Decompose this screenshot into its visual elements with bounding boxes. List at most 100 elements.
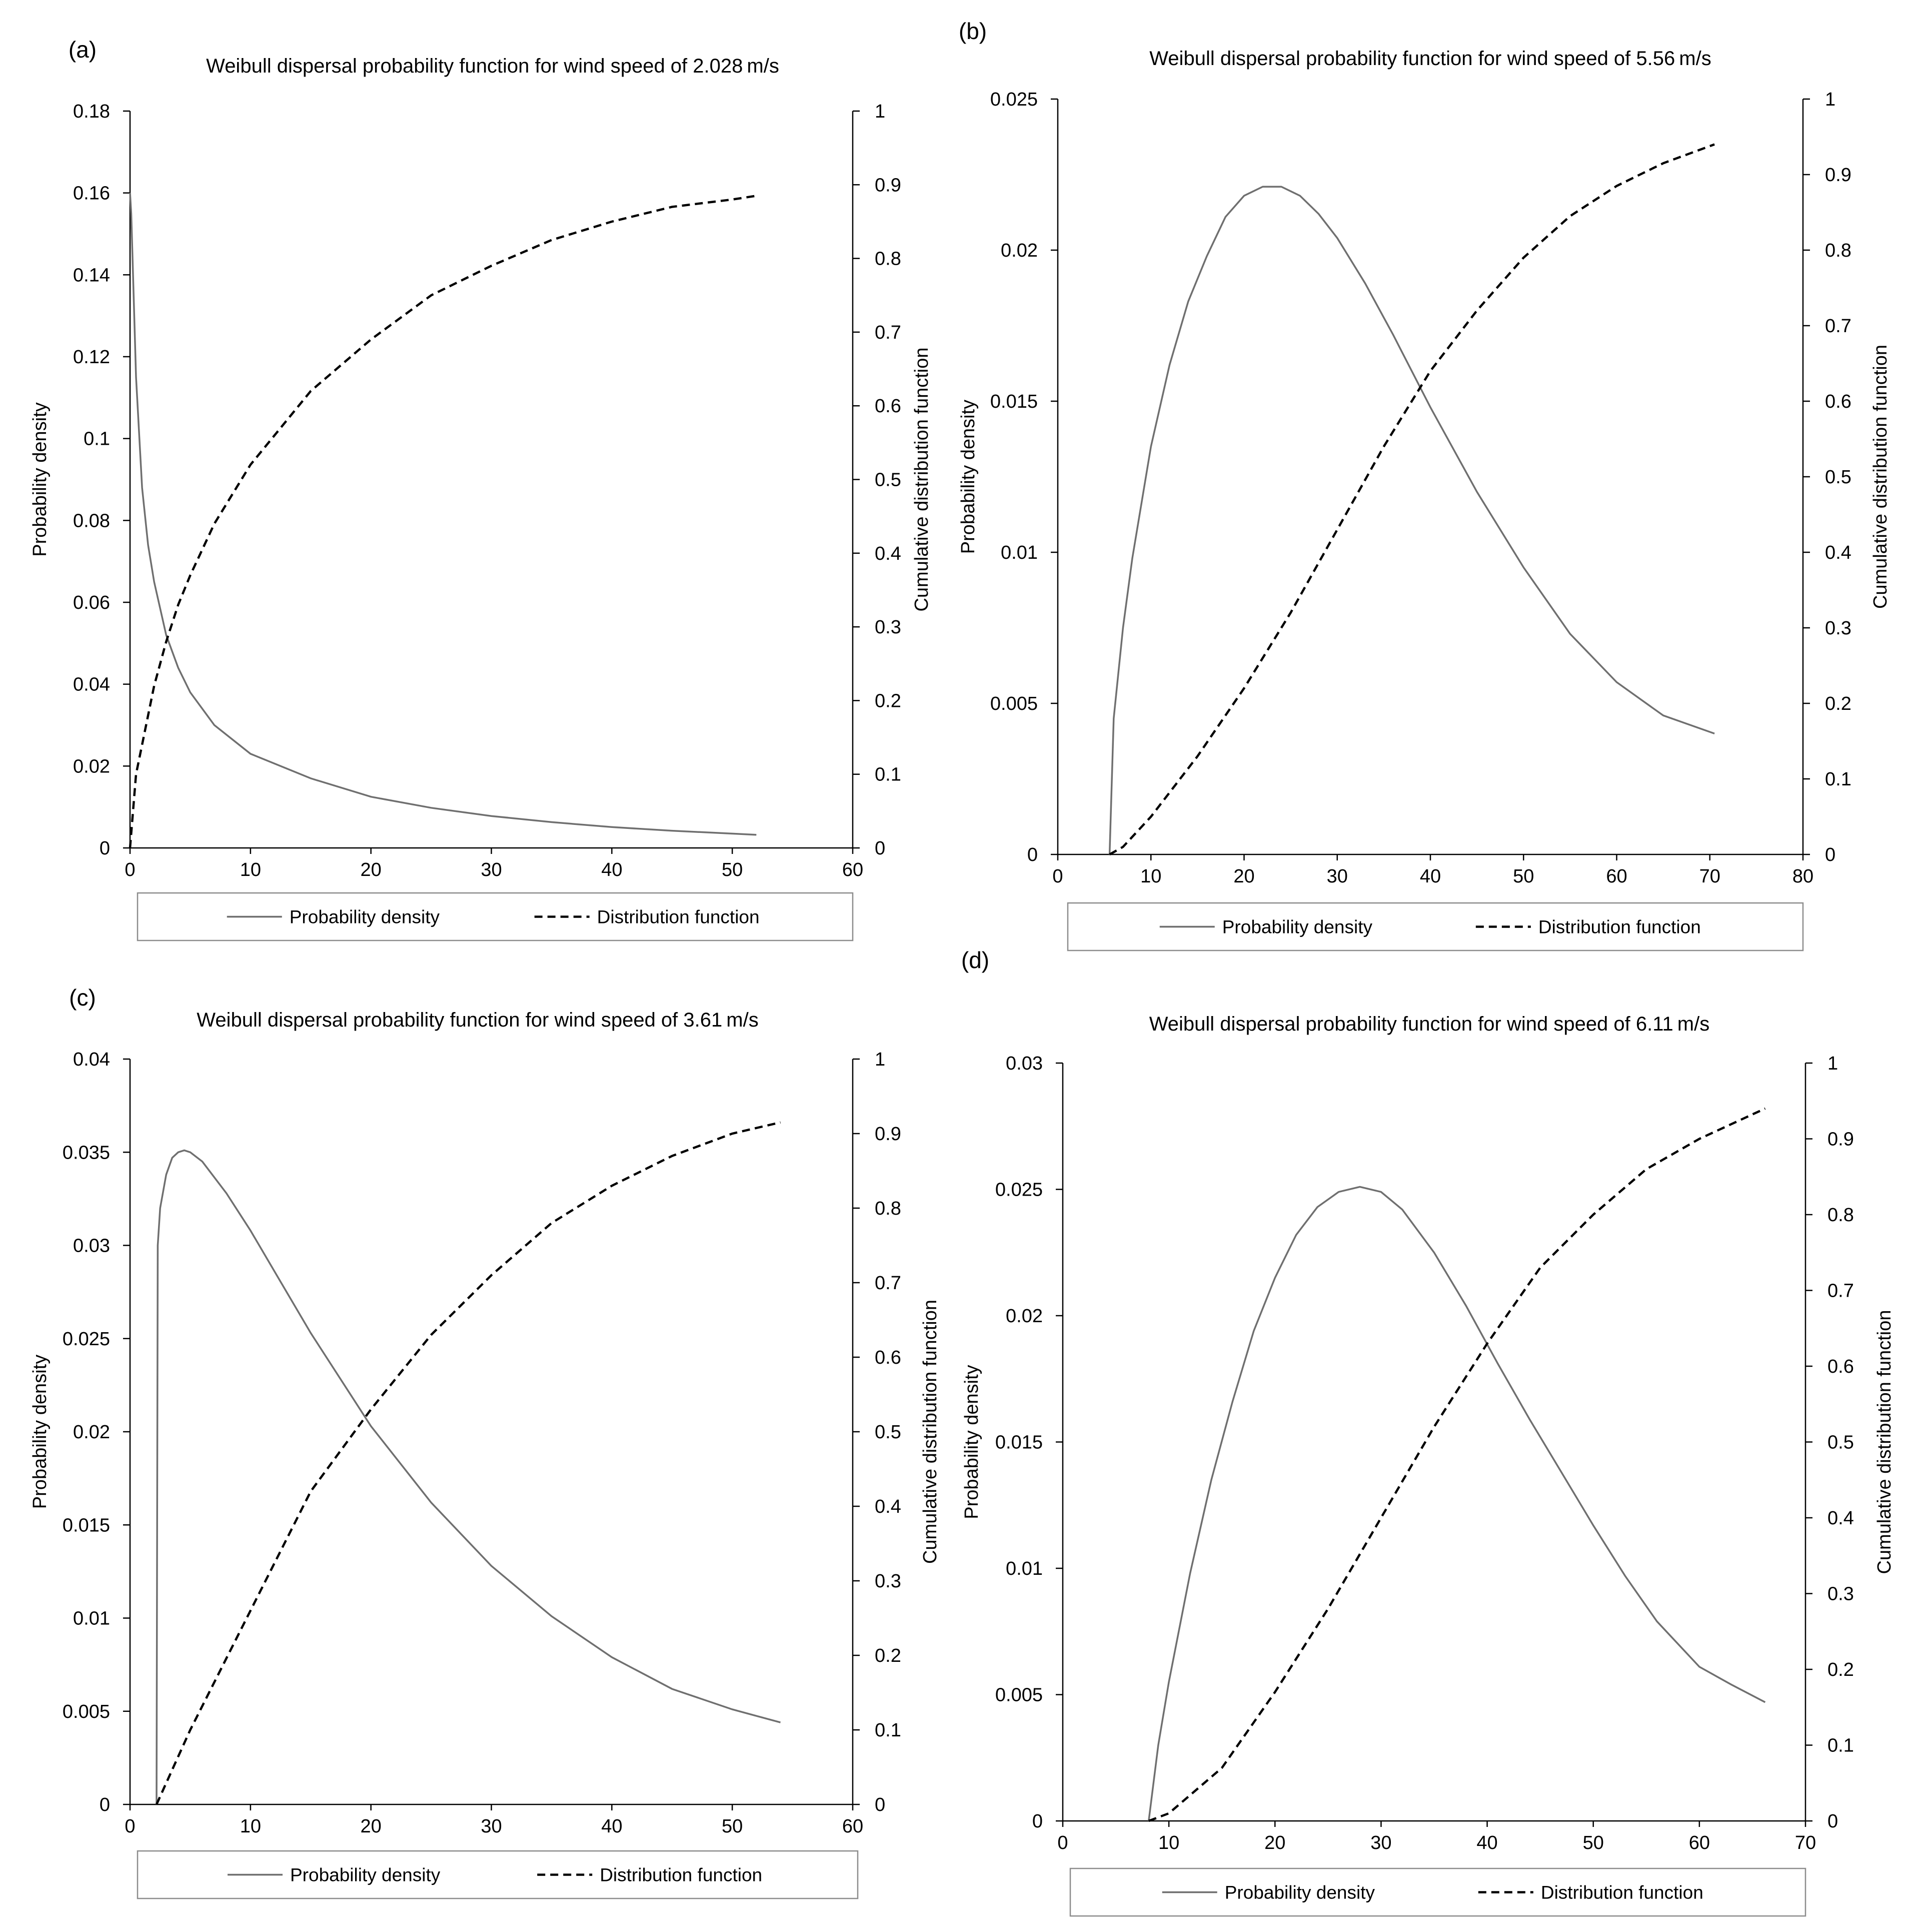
- y2-tick-label: 0.1: [875, 764, 901, 785]
- panel-label: (a): [69, 37, 97, 63]
- y2-tick-label: 0: [875, 838, 885, 859]
- y-tick-label: 0.03: [1006, 1053, 1043, 1074]
- y-tick-label: 0.005: [63, 1701, 110, 1722]
- x-tick-label: 30: [1327, 866, 1348, 887]
- distribution-function-line: [155, 1121, 781, 1805]
- panel-label: (c): [69, 985, 96, 1011]
- y2-tick-label: 0.6: [1825, 391, 1851, 412]
- legend-cdf-label: Distribution function: [600, 1865, 762, 1885]
- chart-panel-3: (d) Weibull dispersal probability functio…: [961, 947, 1895, 1917]
- y-tick-label: 0.015: [990, 391, 1038, 412]
- y-tick-label: 0.03: [73, 1236, 110, 1257]
- y-axis-label: Probability density: [961, 1365, 982, 1519]
- y2-tick-label: 0.1: [875, 1720, 901, 1741]
- x-tick-label: 10: [240, 1816, 261, 1837]
- x-tick-label: 0: [1052, 866, 1063, 887]
- y2-tick-label: 1: [875, 101, 885, 122]
- panel-label: (d): [961, 947, 989, 973]
- y2-tick-label: 0.8: [1825, 240, 1851, 261]
- y2-tick-label: 0.7: [1825, 316, 1851, 337]
- y-tick-label: 0.035: [63, 1142, 110, 1163]
- x-tick-label: 0: [125, 1816, 135, 1837]
- y-tick-label: 0.04: [73, 674, 110, 695]
- y2-tick-label: 0.4: [875, 543, 901, 564]
- x-tick-label: 40: [601, 1816, 622, 1837]
- y-tick-label: 0.025: [63, 1329, 110, 1350]
- y2-tick-label: 0.8: [875, 249, 901, 270]
- y2-tick-label: 0.3: [1827, 1584, 1854, 1605]
- y2-tick-label: 1: [1825, 89, 1835, 110]
- legend-pdf-label: Probability density: [290, 907, 440, 927]
- y-tick-label: 0.005: [995, 1685, 1043, 1706]
- y2-tick-label: 0.2: [1825, 693, 1851, 714]
- y-tick-label: 0.12: [73, 347, 110, 368]
- chart-panel-1: (b) Weibull dispersal probability functio…: [958, 18, 1891, 951]
- y-tick-label: 0: [1032, 1811, 1043, 1832]
- y-tick-label: 0.02: [73, 756, 110, 777]
- chart-title: Weibull dispersal probability function f…: [197, 1009, 758, 1031]
- x-tick-label: 10: [1140, 866, 1161, 887]
- y2-tick-label: 0.6: [1827, 1356, 1854, 1377]
- y-tick-label: 0: [100, 1794, 110, 1815]
- x-tick-label: 10: [240, 859, 261, 880]
- y2-axis-label: Cumulative distribution function: [1874, 1310, 1895, 1574]
- y-tick-label: 0.015: [995, 1432, 1043, 1453]
- legend-cdf-label: Distribution function: [1541, 1882, 1703, 1903]
- y2-tick-label: 0.3: [1825, 618, 1851, 639]
- y2-tick-label: 0.5: [875, 1422, 901, 1443]
- y2-tick-label: 0.5: [1827, 1432, 1854, 1453]
- y-axis-label: Probability density: [30, 1355, 51, 1509]
- x-tick-label: 20: [361, 859, 382, 880]
- y2-tick-label: 0.2: [1827, 1659, 1854, 1680]
- y-tick-label: 0.025: [990, 89, 1038, 110]
- y-tick-label: 0.01: [73, 1608, 110, 1629]
- distribution-function-line: [129, 195, 757, 848]
- y2-tick-label: 0.9: [1827, 1129, 1854, 1150]
- x-tick-label: 70: [1699, 866, 1720, 887]
- y2-tick-label: 0.4: [1825, 542, 1851, 563]
- y2-tick-label: 0.9: [1825, 165, 1851, 186]
- y-tick-label: 0.005: [990, 693, 1038, 714]
- probability-density-line: [129, 193, 757, 836]
- y2-tick-label: 1: [875, 1049, 885, 1070]
- y2-tick-label: 0.1: [1825, 769, 1851, 790]
- y-tick-label: 0.025: [995, 1180, 1043, 1201]
- x-tick-label: 30: [1370, 1832, 1391, 1853]
- y2-tick-label: 0.8: [1827, 1205, 1854, 1226]
- probability-density-line: [1108, 186, 1715, 855]
- panel-label: (b): [959, 18, 987, 44]
- x-tick-label: 20: [1264, 1832, 1285, 1853]
- y-axis-label: Probability density: [30, 402, 51, 556]
- x-tick-label: 60: [1606, 866, 1627, 887]
- y2-tick-label: 0.7: [1827, 1281, 1854, 1302]
- x-tick-label: 0: [1057, 1832, 1068, 1853]
- y2-tick-label: 0.3: [875, 617, 901, 638]
- legend-pdf-label: Probability density: [290, 1865, 441, 1885]
- x-tick-label: 10: [1158, 1832, 1179, 1853]
- x-tick-label: 80: [1792, 866, 1813, 887]
- y2-tick-label: 0.7: [875, 322, 901, 343]
- x-tick-label: 50: [722, 859, 743, 880]
- y-tick-label: 0: [100, 838, 110, 859]
- y2-tick-label: 0.6: [875, 396, 901, 417]
- y-tick-label: 0: [1027, 844, 1038, 865]
- x-tick-label: 50: [1583, 1832, 1604, 1853]
- x-tick-label: 40: [601, 859, 622, 880]
- y-tick-label: 0.02: [1006, 1306, 1043, 1327]
- y2-tick-label: 0.6: [875, 1347, 901, 1368]
- y-tick-label: 0.01: [1006, 1558, 1043, 1579]
- y2-axis-label: Cumulative distribution function: [1870, 345, 1891, 609]
- x-tick-label: 40: [1476, 1832, 1497, 1853]
- y-tick-label: 0.02: [73, 1422, 110, 1443]
- y2-tick-label: 0.2: [875, 1645, 901, 1666]
- x-tick-label: 20: [361, 1816, 382, 1837]
- x-tick-label: 50: [1513, 866, 1534, 887]
- x-tick-label: 0: [125, 859, 135, 880]
- y-tick-label: 0.02: [1001, 240, 1038, 261]
- x-tick-label: 60: [842, 1816, 863, 1837]
- y2-tick-label: 0.2: [875, 690, 901, 711]
- legend-pdf-label: Probability density: [1222, 917, 1373, 937]
- legend-box: [1067, 902, 1804, 951]
- distribution-function-line: [1148, 1107, 1766, 1822]
- y2-tick-label: 0.1: [1827, 1735, 1854, 1756]
